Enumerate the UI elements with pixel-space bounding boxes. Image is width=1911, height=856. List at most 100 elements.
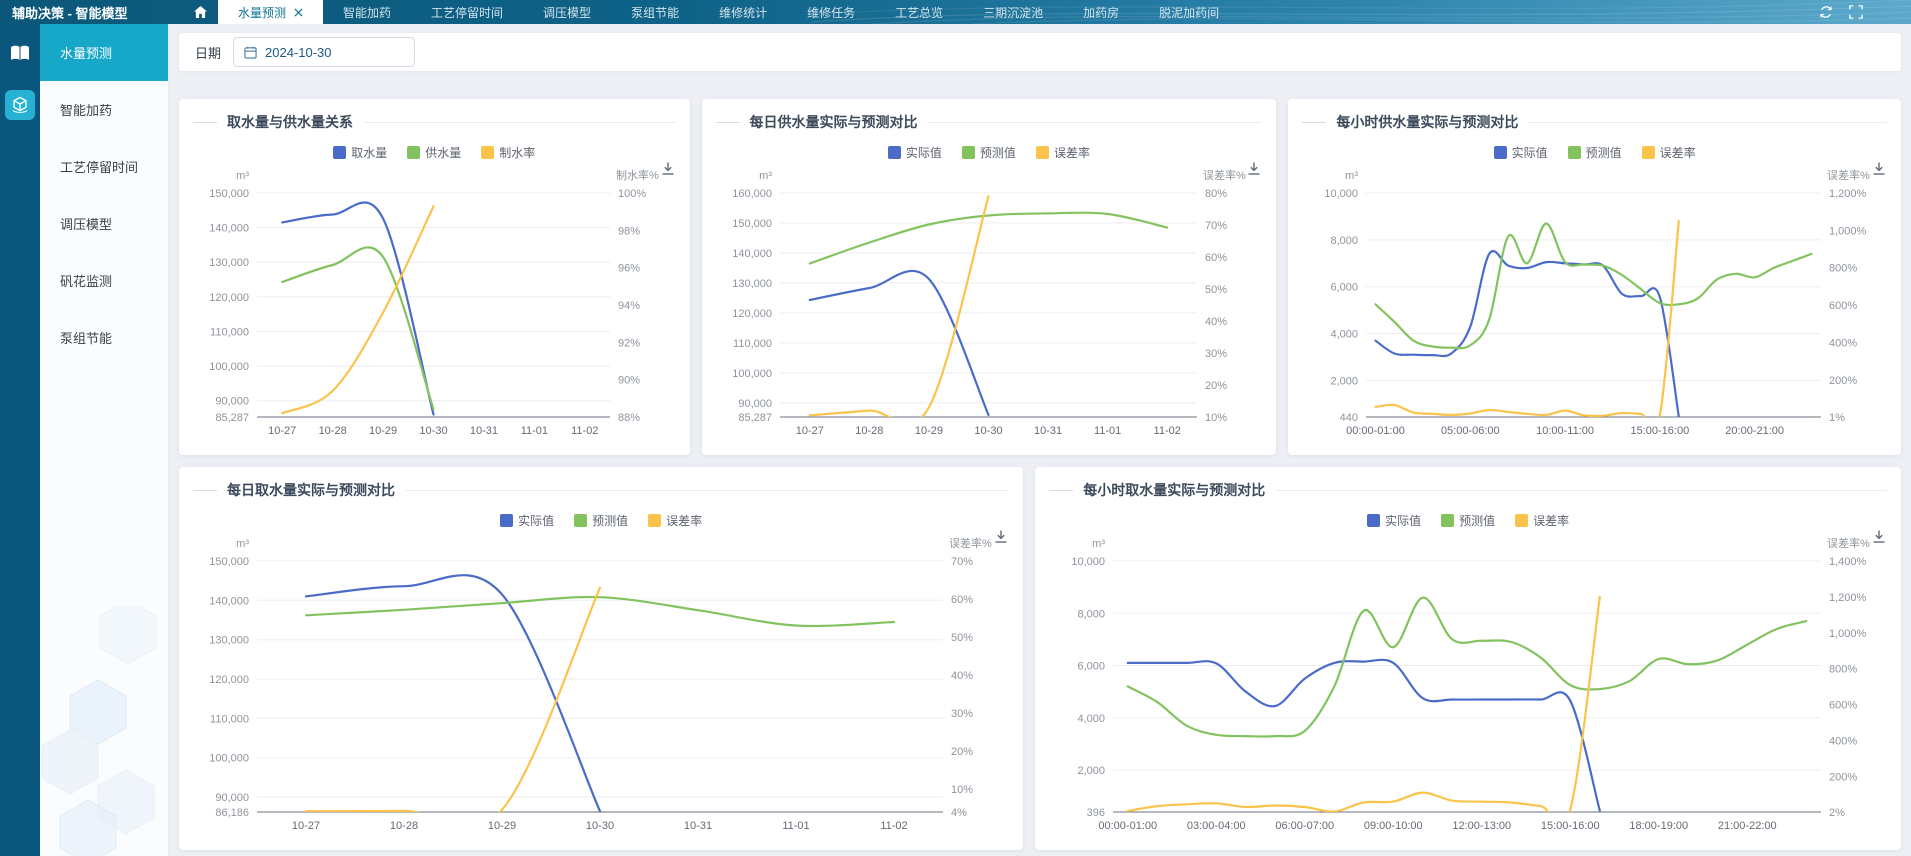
legend-swatch [1641,145,1655,159]
legend-label: 制水率 [499,145,536,160]
open-book-icon [11,45,29,60]
legend-item[interactable]: 误差率 [648,512,702,529]
series-line[interactable] [1126,595,1602,824]
header-tab[interactable]: 维修统计 [699,0,787,24]
x-axis-tick-label: 10:00-11:00 [1536,425,1594,437]
download-icon[interactable] [1246,161,1262,181]
series-line[interactable] [304,595,896,628]
left-axis-unit: m³ [1346,170,1359,182]
x-axis-tick-label: 10-29 [369,425,397,437]
legend-label: 预测值 [1459,513,1496,528]
right-axis-tick-label: 30% [951,708,973,720]
main-layout: 水量预测智能加药 工艺停留时间调压模型矾花监测泵组节能 日期 2024-10-30… [0,24,1911,856]
sidebar-item[interactable]: 泵组节能 [40,309,168,366]
sidebar-item-label: 调压模型 [60,217,113,232]
title-dash [193,489,217,491]
home-icon [193,6,207,18]
sidebar-item-label: 矾花监测 [60,274,113,289]
legend-item[interactable]: 取水量 [333,144,387,161]
sidebar-item[interactable]: 调压模型 [40,195,168,252]
sidebar-item[interactable]: 水量预测 [40,24,168,81]
download-icon[interactable] [1871,529,1887,549]
chart-legend: 实际值 预测值 误差率 [193,511,1009,529]
left-axis-tick-label: 2,000 [1078,765,1106,777]
legend-item[interactable]: 预测值 [1441,512,1495,529]
header-tab[interactable]: 加药房 [1063,0,1139,24]
title-line [1528,121,1887,123]
series-line[interactable] [281,205,435,415]
download-icon[interactable] [660,161,676,181]
download-icon[interactable] [1871,161,1887,181]
chart-legend: 实际值 预测值 误差率 [1302,143,1887,161]
x-axis-tick-label: 11-02 [571,425,598,437]
series-line[interactable] [1126,596,1808,738]
top-bar: 辅助决策 - 智能模型 水量预测 智能加药 工艺停留时间 调压模型 泵组节能 维修统计 维修… [0,0,1911,24]
filter-bar: 日期 2024-10-30 [179,33,1901,71]
header-tab[interactable]: 水量预测 [218,0,324,24]
legend-item[interactable]: 制水率 [481,144,535,161]
series-line[interactable] [1126,658,1602,812]
fullscreen-icon[interactable] [1849,5,1863,19]
series-line[interactable] [281,246,435,411]
tab-close-icon[interactable] [294,7,303,17]
legend-item[interactable]: 实际值 [887,144,942,161]
refresh-icon[interactable] [1819,5,1833,19]
series-line[interactable] [1374,250,1681,417]
rail-model-button[interactable] [5,90,35,120]
legend-item[interactable]: 预测值 [574,512,628,529]
sidebar-item[interactable]: 智能加药 [40,81,168,138]
header-tab-label: 维修统计 [719,5,768,20]
download-icon[interactable] [993,529,1009,549]
sidebar-item[interactable]: 矾花监测 [40,252,168,309]
left-axis-tick-label: 85,287 [215,412,249,424]
header-tab[interactable]: 脱泥加药间 [1139,0,1239,24]
chart-legend: 取水量 供水量 制水率 [193,143,676,161]
date-picker-input[interactable]: 2024-10-30 [233,37,416,67]
left-axis-unit: m³ [759,170,772,182]
series-line[interactable] [1374,222,1813,350]
legend-item[interactable]: 预测值 [1567,144,1622,161]
right-axis-tick-label: 80% [1205,188,1227,200]
left-axis-unit: m³ [1092,538,1105,550]
legend-item[interactable]: 实际值 [500,512,554,529]
right-axis-tick-label: 88% [618,412,640,424]
right-axis-tick-label: 10% [951,784,973,796]
header-tab[interactable]: 三期沉淀池 [963,0,1063,24]
chart-canvas: m³ 误差率% 396 2,000 4,000 6,000 8,000 10,000 2% 200… [1049,531,1887,846]
header-tab[interactable]: 泵组节能 [611,0,699,24]
series-line[interactable] [281,201,435,416]
legend-item[interactable]: 实际值 [1493,144,1548,161]
series-line[interactable] [808,269,990,416]
sidebar-item-label: 水量预测 [60,46,113,61]
line-chart: m³ 制水率% 85,287 90,000 100,000 110,000 120,000 1… [209,168,659,437]
series-line[interactable] [808,195,990,424]
right-axis-unit: 误差率% [1827,536,1870,550]
series-line[interactable] [304,574,602,812]
right-axis-tick-label: 20% [1205,380,1227,392]
left-axis-tick-label: 120,000 [209,292,249,304]
title-line [405,489,1010,491]
sidebar-item[interactable]: 工艺停留时间 [40,138,168,195]
series-line[interactable] [1374,219,1681,429]
legend-label: 误差率 [666,513,703,528]
header-tab[interactable]: 维修任务 [787,0,875,24]
header-tab-label: 工艺停留时间 [431,5,504,20]
legend-item[interactable]: 供水量 [407,144,461,161]
rail-book-button[interactable] [5,38,35,68]
left-axis-tick-label: 4,000 [1331,329,1359,341]
legend-item[interactable]: 预测值 [961,144,1016,161]
header-tab[interactable]: 智能加药 [323,0,411,24]
series-line[interactable] [808,211,1168,265]
series-line[interactable] [304,586,602,827]
legend-item[interactable]: 实际值 [1367,512,1421,529]
sidebar: 水量预测智能加药 工艺停留时间调压模型矾花监测泵组节能 [40,24,169,856]
left-axis-tick-label: 100,000 [209,361,249,373]
header-tab[interactable]: 调压模型 [523,0,611,24]
home-tab[interactable] [182,0,218,24]
legend-item[interactable]: 误差率 [1641,144,1696,161]
legend-item[interactable]: 误差率 [1035,144,1090,161]
left-axis-tick-label: 110,000 [210,326,249,338]
header-tab[interactable]: 工艺总览 [875,0,963,24]
legend-item[interactable]: 误差率 [1515,512,1569,529]
header-tab[interactable]: 工艺停留时间 [411,0,523,24]
